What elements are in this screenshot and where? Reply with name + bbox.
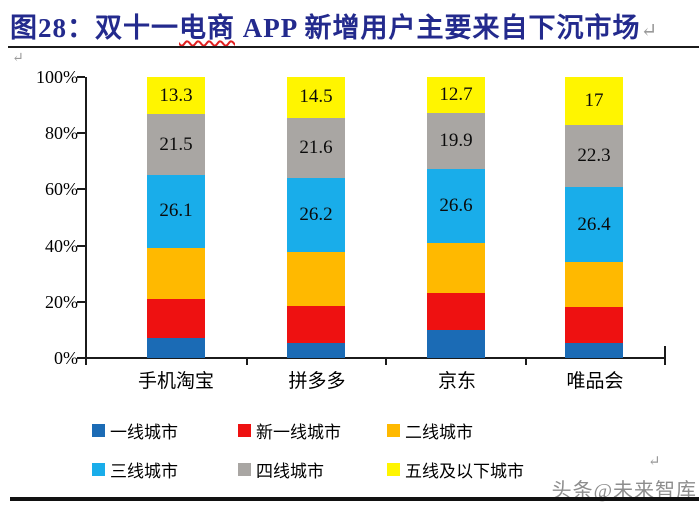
bar-segment [565, 261, 623, 307]
bar-segment: 21.6 [287, 117, 345, 179]
bar-segment [565, 306, 623, 343]
legend-label: 新一线城市 [256, 423, 341, 442]
bar-segment-value-label: 26.6 [439, 194, 473, 216]
x-axis-tick [385, 357, 387, 365]
bar-segment-value-label: 21.6 [299, 137, 333, 159]
x-axis-tick [85, 357, 87, 365]
legend-item: 二线城市 [387, 418, 473, 443]
x-axis-end-tick [664, 346, 666, 358]
paragraph-mark-icon: ↵ [648, 454, 661, 470]
paragraph-mark-icon: ↵ [12, 51, 24, 66]
legend-item: 四线城市 [238, 457, 324, 482]
bar-segment: 26.2 [287, 178, 345, 253]
bar-segment: 12.7 [427, 77, 485, 113]
bar-segment: 13.3 [147, 77, 205, 115]
legend-swatch [238, 424, 251, 437]
paragraph-mark-icon: ↵ [640, 20, 659, 42]
bar-segment [427, 293, 485, 331]
title-divider-line [8, 46, 699, 48]
bar-segment-value-label: 22.3 [577, 145, 611, 167]
y-axis-tick [77, 76, 85, 78]
bar-segment: 19.9 [427, 112, 485, 169]
page-bottom-border [10, 497, 699, 501]
bar-segment-value-label: 14.5 [299, 86, 333, 108]
page-title: 图28：双十一电商 APP 新增用户主要来自下沉市场↵ [10, 6, 695, 45]
bar-segment: 26.4 [565, 187, 623, 262]
stacked-bar: 26.6 19.9 12.7 [427, 77, 485, 358]
bar-segment-value-label: 12.7 [439, 83, 473, 105]
bar-segment [565, 342, 623, 358]
legend-item: 一线城市 [92, 418, 178, 443]
y-axis-tick-label: 40% [45, 235, 78, 256]
y-axis-tick [77, 244, 85, 247]
bar-segment-value-label: 17 [584, 89, 604, 111]
legend-label: 五线及以下城市 [405, 462, 524, 481]
bar-segment [147, 248, 205, 299]
legend-swatch [387, 424, 400, 437]
legend-item: 新一线城市 [238, 418, 341, 443]
bar-segment: 21.5 [147, 114, 205, 175]
bar-segment-value-label: 26.1 [159, 200, 193, 222]
stacked-bar: 26.1 21.5 13.3 [147, 77, 205, 358]
watermark-text: 头条@未来智库 [551, 480, 697, 502]
bar-segment [427, 243, 485, 294]
legend-item: 三线城市 [92, 457, 178, 482]
title-prefix: 图28：双十一 [10, 13, 179, 43]
bar-segment-value-label: 21.5 [159, 133, 193, 155]
legend-item: 五线及以下城市 [387, 457, 524, 482]
x-axis-category-label: 京东 [437, 371, 477, 392]
x-axis-category-label: 手机淘宝 [137, 371, 215, 392]
y-axis-tick [77, 357, 85, 359]
legend-label: 二线城市 [405, 423, 473, 442]
legend-swatch [387, 463, 400, 476]
y-axis-tick-label: 80% [45, 123, 78, 144]
legend-swatch [238, 463, 251, 476]
y-axis-tick-label: 60% [45, 179, 78, 200]
bar-segment [287, 342, 345, 358]
x-axis-tick [246, 357, 248, 365]
bar-segment: 22.3 [565, 124, 623, 188]
bar-segment [287, 306, 345, 343]
legend-label: 四线城市 [256, 462, 324, 481]
title-suffix: APP 新增用户主要来自下沉市场 [235, 13, 641, 43]
bar-segment [427, 330, 485, 358]
bar-segment-value-label: 26.4 [577, 213, 611, 235]
y-axis [85, 77, 87, 359]
y-axis-tick [77, 300, 85, 303]
y-axis-tick [77, 188, 85, 191]
x-axis [85, 357, 666, 359]
bar-segment-value-label: 19.9 [439, 129, 473, 151]
y-axis-tick-label: 20% [45, 291, 78, 312]
bar-segment-value-label: 13.3 [159, 84, 193, 106]
bar-segment [287, 252, 345, 307]
bar-segment: 26.6 [427, 168, 485, 244]
bar-segment-value-label: 26.2 [299, 204, 333, 226]
bar-segment [147, 338, 205, 358]
x-axis-tick [664, 357, 666, 365]
title-spellcheck-word: 电商 [179, 13, 235, 43]
x-axis-category-label: 唯品会 [566, 371, 624, 392]
bar-segment: 26.1 [147, 174, 205, 249]
y-axis-tick-label: 0% [54, 348, 78, 368]
legend-swatch [92, 463, 105, 476]
x-axis-tick [525, 357, 527, 365]
y-axis-tick [77, 132, 85, 135]
stacked-bar: 26.2 21.6 14.5 [287, 77, 345, 358]
plot-area: 26.1 21.5 13.3 26.2 21.6 14.5 26.6 19.9 12.7 26.4… [86, 77, 665, 358]
legend-swatch [92, 424, 105, 437]
bar-segment [147, 299, 205, 339]
x-axis-category-label: 拼多多 [288, 371, 346, 392]
legend-label: 三线城市 [110, 462, 178, 481]
y-axis-tick-label: 100% [36, 67, 78, 87]
legend-label: 一线城市 [110, 423, 178, 442]
stacked-bar: 26.4 22.3 17 [565, 77, 623, 358]
bar-segment: 17 [565, 77, 623, 125]
bar-segment: 14.5 [287, 77, 345, 118]
